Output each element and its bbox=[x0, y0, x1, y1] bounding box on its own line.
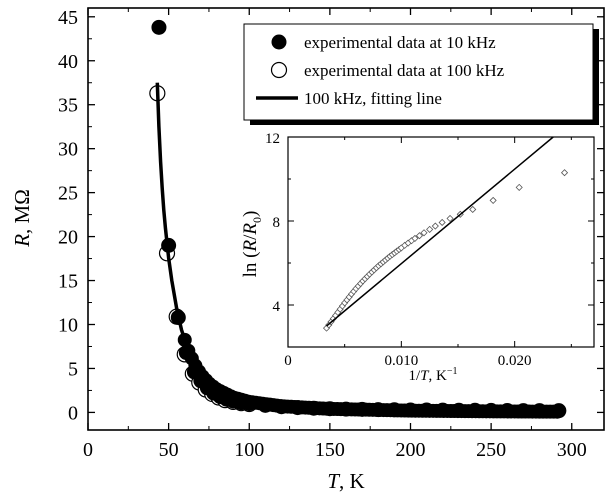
inset-x-tick-label: 0 bbox=[284, 353, 292, 369]
main-y-tick-label: 0 bbox=[68, 402, 78, 424]
main-x-tick-label: 150 bbox=[315, 439, 345, 461]
legend-label-fit: 100 kHz, fitting line bbox=[304, 89, 442, 108]
legend: experimental data at 10 kHz experimental… bbox=[243, 23, 599, 125]
main-y-axis-title: R, MΩ bbox=[10, 189, 34, 248]
main-x-tick-label: 250 bbox=[476, 439, 506, 461]
inset-chart: 0 0.010 0.020 4 8 12 1/T, K−1 ln (R/R0) bbox=[240, 131, 595, 384]
inset-point bbox=[420, 229, 428, 237]
inset-data-marks bbox=[322, 136, 569, 332]
main-y-tick-label: 25 bbox=[58, 183, 78, 205]
main-x-tick-label: 100 bbox=[234, 439, 264, 461]
legend-label-10khz: experimental data at 10 kHz bbox=[304, 33, 496, 52]
inset-y-tick-label: 8 bbox=[273, 215, 281, 231]
inset-point bbox=[446, 214, 454, 223]
main-point-10khz bbox=[151, 19, 167, 35]
inset-x-tick-label: 0.010 bbox=[384, 353, 418, 369]
main-x-tick-label: 300 bbox=[557, 439, 587, 461]
inset-point bbox=[515, 183, 523, 191]
inset-point bbox=[411, 234, 419, 242]
main-x-tick-label: 50 bbox=[159, 439, 179, 461]
inset-point bbox=[438, 218, 446, 227]
main-y-tick-label: 20 bbox=[58, 227, 78, 249]
inset-y-tick-label: 4 bbox=[273, 299, 281, 315]
legend-label-100khz: experimental data at 100 kHz bbox=[304, 61, 505, 80]
main-y-tick-label: 10 bbox=[58, 315, 78, 337]
main-y-tick-label: 45 bbox=[58, 7, 78, 29]
inset-point bbox=[560, 169, 569, 177]
main-data-marks bbox=[149, 19, 567, 419]
legend-marker-10khz bbox=[271, 34, 287, 50]
main-y-tick-label: 35 bbox=[58, 95, 78, 117]
inset-plot-frame bbox=[287, 136, 595, 348]
inset-y-tick-label: 12 bbox=[265, 131, 280, 147]
main-x-tick-label: 200 bbox=[396, 439, 426, 461]
main-x-tick-label: 0 bbox=[83, 439, 93, 461]
inset-point bbox=[489, 196, 497, 204]
legend-marker-100khz bbox=[270, 61, 288, 79]
main-fit-line bbox=[155, 82, 559, 414]
main-y-tick-label: 5 bbox=[68, 358, 78, 380]
legend-box bbox=[243, 23, 594, 121]
main-y-tick-label: 40 bbox=[58, 51, 78, 73]
inset-x-axis-title: 1/T, K−1 bbox=[409, 366, 458, 384]
inset-tick-labels: 0 0.010 0.020 4 8 12 bbox=[265, 131, 532, 369]
inset-y-axis-title: ln (R/R0) bbox=[240, 211, 264, 278]
inset-x-tick-label: 0.020 bbox=[498, 353, 532, 369]
inset-point bbox=[426, 225, 434, 233]
main-y-tick-label: 30 bbox=[58, 139, 78, 161]
main-y-tick-label: 15 bbox=[58, 271, 78, 293]
main-x-axis-title: T, K bbox=[327, 469, 364, 493]
inset-fit-line bbox=[326, 136, 554, 327]
inset-point bbox=[469, 205, 477, 214]
inset-point bbox=[415, 232, 424, 240]
inset-point bbox=[431, 222, 439, 230]
main-plot-frame bbox=[87, 7, 605, 431]
